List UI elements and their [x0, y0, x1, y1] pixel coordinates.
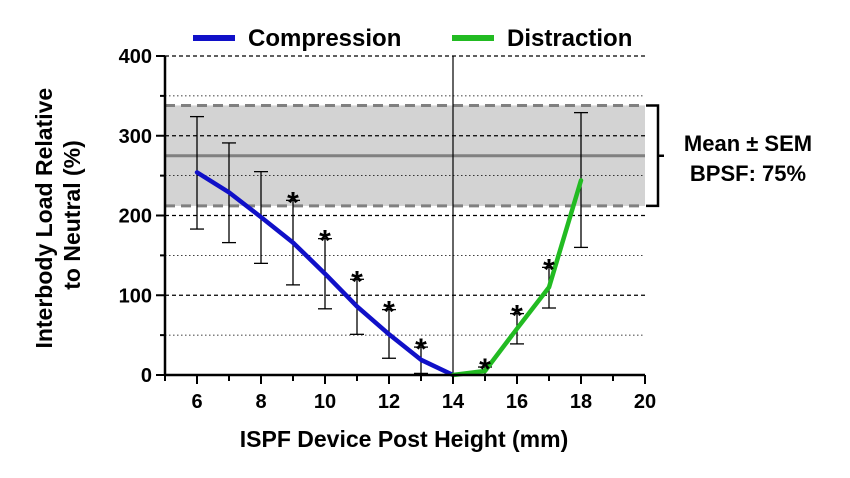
y-axis-title-line-2: to Neutral (%): [59, 140, 85, 290]
band-label-line-1: Mean ± SEM: [684, 131, 812, 156]
significance-star: *: [543, 253, 555, 286]
legend-label-compression: Compression: [248, 25, 401, 52]
significance-star: *: [287, 186, 299, 219]
significance-star: *: [511, 300, 523, 333]
x-tick-label: 18: [570, 391, 592, 413]
significance-star: *: [479, 353, 491, 386]
significance-star: *: [351, 265, 363, 298]
significance-star: *: [415, 333, 427, 366]
band-bracket-group: Mean ± SEM BPSF: 75%: [646, 104, 812, 208]
significance-stars-group: * * * * * * * *: [287, 186, 555, 386]
y-tick-label: 0: [141, 365, 152, 387]
y-tick-label: 400: [119, 46, 152, 68]
y-axis-title-line-1: Interbody Load Relative: [31, 88, 57, 349]
y-tick-label: 100: [119, 285, 152, 307]
reference-band-group: [165, 103, 645, 208]
x-axis-title: ISPF Device Post Height (mm): [240, 426, 568, 452]
series-line-compression: [194, 170, 456, 378]
x-tick-label: 14: [442, 391, 465, 413]
grid-group: [165, 55, 645, 336]
significance-star: *: [383, 296, 395, 329]
band-label-line-2: BPSF: 75%: [690, 161, 806, 186]
x-tick-label: 16: [506, 391, 528, 413]
significance-star: *: [319, 225, 331, 258]
y-axis-title: Interbody Load Relative to Neutral (%): [31, 81, 85, 348]
x-tick-label: 10: [314, 391, 336, 413]
legend-label-distraction: Distraction: [507, 25, 632, 52]
legend-group: Compression Distraction: [193, 25, 632, 52]
y-tick-label: 200: [119, 206, 152, 228]
y-tick-label: 300: [119, 126, 152, 148]
x-tick-label: 20: [634, 391, 656, 413]
series-line-distraction: [450, 178, 584, 378]
x-tick-label: 8: [255, 391, 266, 413]
axes-group: [156, 55, 646, 384]
band-bracket: [646, 104, 664, 208]
series-lines-group: [194, 170, 584, 378]
x-tick-label: 6: [191, 391, 202, 413]
x-tick-label: 12: [378, 391, 400, 413]
